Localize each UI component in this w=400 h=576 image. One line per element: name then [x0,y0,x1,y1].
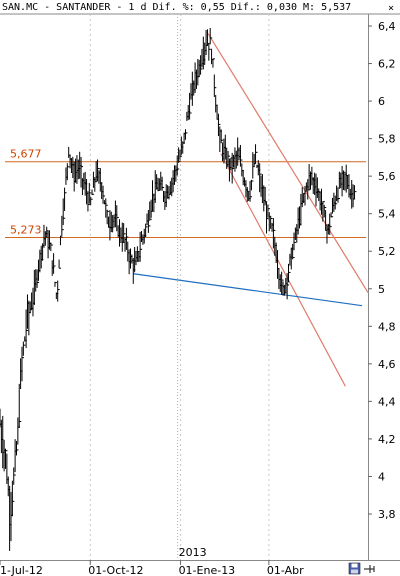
channel-line [220,153,346,387]
year-marker-label: 2013 [179,546,207,559]
ohlc-bars [0,27,357,551]
y-tick-label: 4 [378,470,385,483]
chart-header-text: SAN.MC - SANTANDER - 1 d Dif. %: 0,55 Di… [2,2,351,13]
x-tick-label: 1-Jul-12 [0,564,43,576]
trendlines [133,33,369,387]
y-tick-label: 6,2 [378,58,396,71]
floppy-disk-icon[interactable] [348,562,361,575]
y-tick-label: 5,2 [378,245,396,258]
x-tick-label: 01-Ene-13 [179,564,236,576]
y-tick-label: 4,2 [378,433,396,446]
y-tick-label: 6,4 [378,20,396,33]
level-label: 5,677 [10,148,42,161]
y-tick-label: 3,8 [378,508,396,521]
x-tick-label: 01-Oct-12 [88,564,143,576]
y-tick-label: 4,8 [378,320,396,333]
y-axis-ticks: 6,4 6,2 6 5,8 5,6 5,4 5,2 5 4,8 4,6 4,4 4,2 4 3,8 [368,20,396,521]
y-tick-label: 6 [378,95,385,108]
channel-line [207,33,369,293]
header-bar [0,0,400,14]
grid [89,14,270,560]
y-tick-label: 5,8 [378,133,396,146]
x-tick-label: 01-Abr [267,564,304,576]
y-tick-label: 5,4 [378,208,396,221]
level-label: 5,273 [10,224,42,237]
horizontal-levels: 5,677 5,273 [5,148,366,239]
x-axis-ticks: 1-Jul-12 01-Oct-12 01-Ene-13 01-Abr 2013 [0,546,304,576]
y-tick-label: 5 [378,283,385,296]
pin-icon[interactable] [364,565,375,573]
close-icon[interactable]: × [388,3,394,14]
y-tick-label: 4,4 [378,395,396,408]
y-tick-label: 5,6 [378,170,396,183]
support-line [133,273,363,307]
y-tick-label: 4,6 [378,358,396,371]
